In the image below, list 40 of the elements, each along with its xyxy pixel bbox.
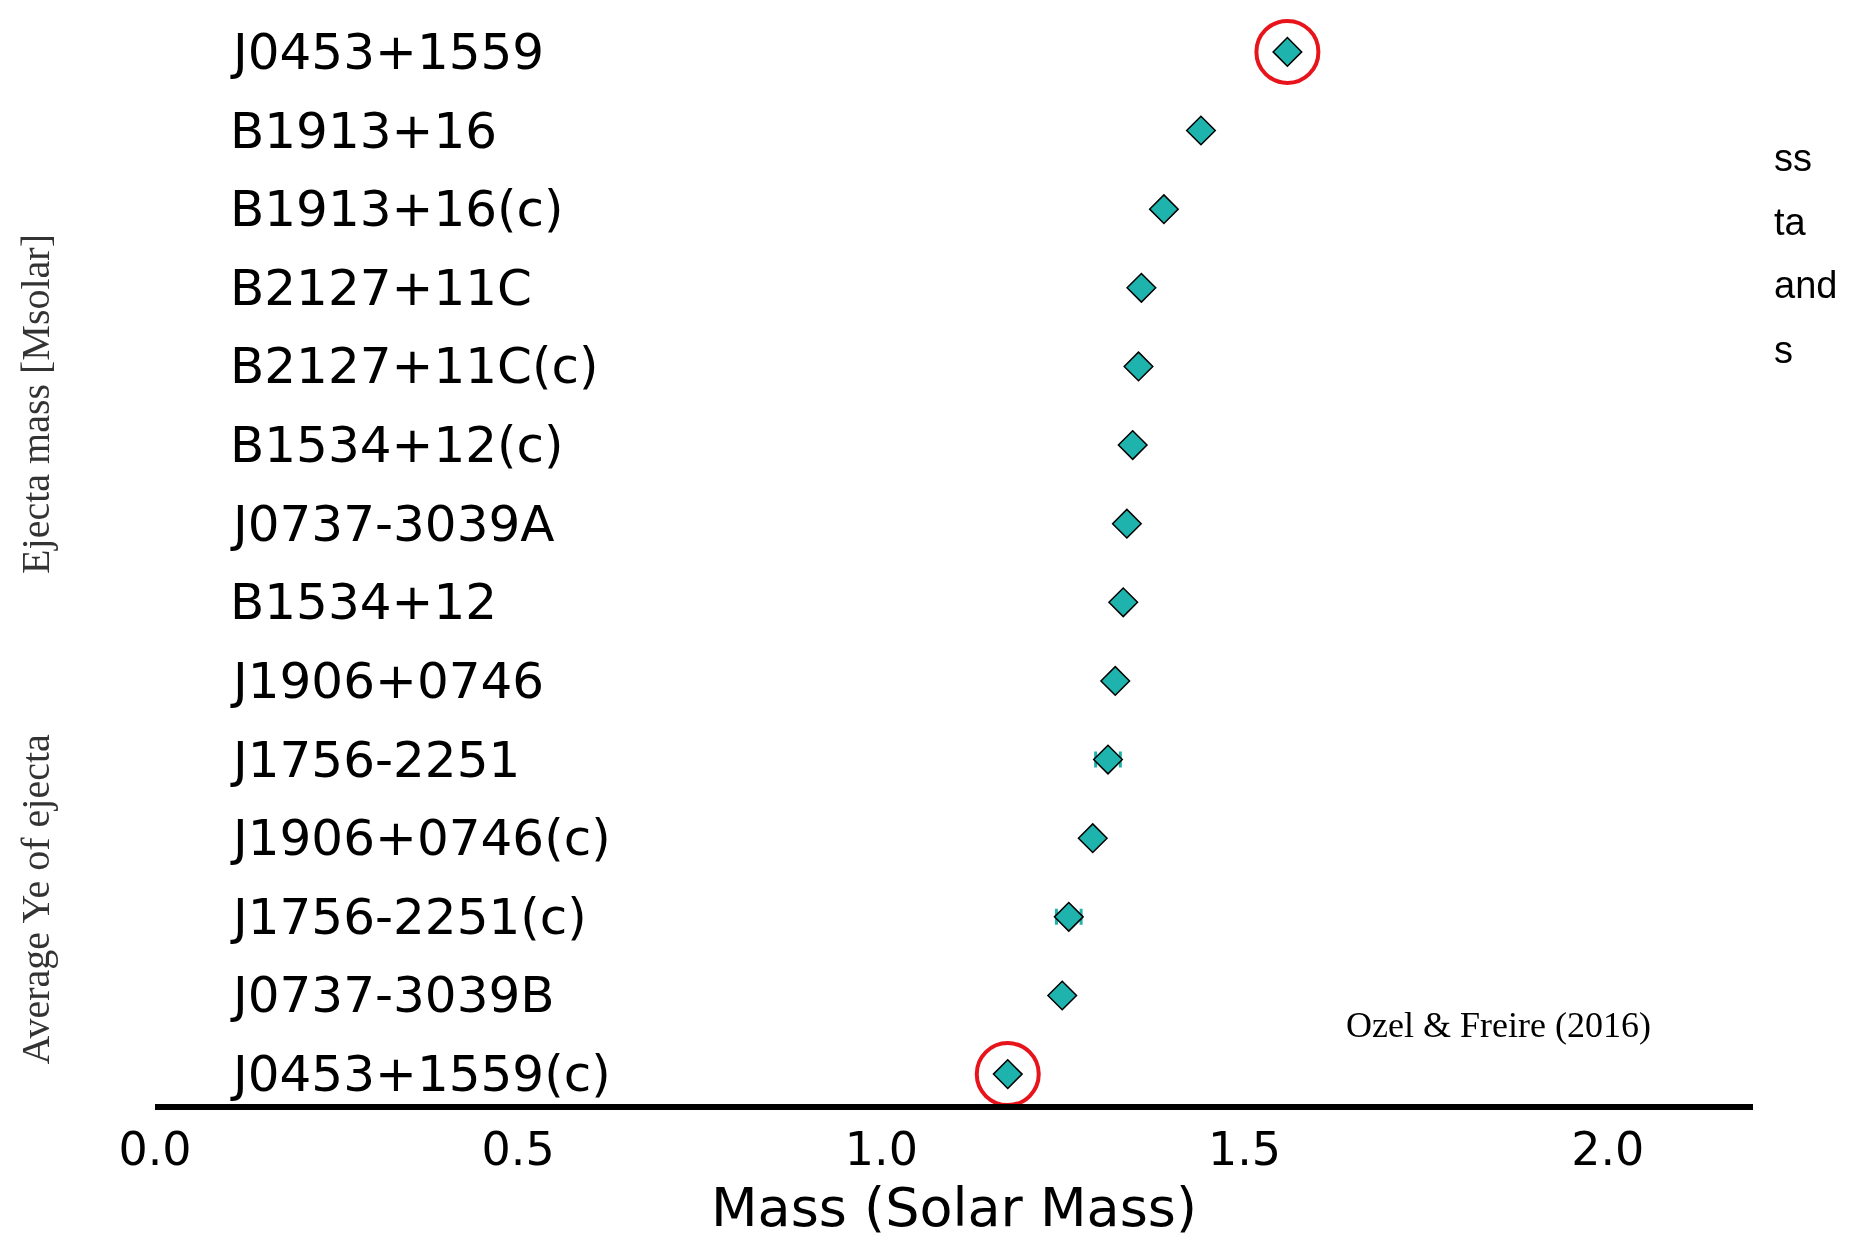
y-tick-label: J0737-3039B — [230, 966, 555, 1024]
point — [1117, 430, 1148, 461]
point — [1126, 272, 1157, 303]
y-tick-label: B2127+11C — [230, 259, 532, 317]
text: ta — [1774, 201, 1807, 243]
point — [1111, 508, 1142, 539]
x-tick-label: 0.0 — [118, 1122, 192, 1177]
y-tick-label: B1534+12(c) — [230, 416, 564, 474]
x-axis-title: Mass (Solar Mass) — [711, 1176, 1197, 1240]
point — [1254, 18, 1321, 85]
x-tick-label: 1.0 — [844, 1122, 918, 1177]
y-tick-label: J0737-3039A — [230, 495, 555, 553]
y-tick-label: J1756-2251 — [230, 731, 521, 789]
y-tick-label: J0453+1559 — [230, 23, 545, 81]
point — [1123, 351, 1154, 382]
y-tick-label: J0453+1559(c) — [230, 1045, 611, 1103]
y-tick-label: B1913+16 — [230, 102, 498, 160]
y-tick-label: B1534+12 — [230, 573, 498, 631]
x-tick-label: 1.5 — [1207, 1122, 1282, 1177]
point — [1092, 744, 1124, 775]
point — [1148, 194, 1179, 225]
text: s — [1774, 329, 1793, 371]
point — [1100, 665, 1131, 696]
text: ss — [1774, 137, 1812, 179]
text: Ejecta mass [Msolar] — [13, 234, 58, 574]
point — [1047, 980, 1078, 1011]
text: Average Ye of ejecta — [13, 733, 59, 1065]
point — [1077, 823, 1108, 854]
point — [1185, 115, 1217, 146]
point — [1108, 587, 1139, 618]
y-tick-label: B2127+11C(c) — [230, 337, 599, 395]
text: and — [1774, 264, 1838, 306]
y-tick-label: J1906+0746 — [230, 652, 545, 710]
annotation: Ozel & Freire (2016) — [1346, 1005, 1651, 1045]
y-tick-label: J1756-2251(c) — [230, 888, 587, 946]
x-tick-label: 0.5 — [481, 1122, 555, 1177]
point — [1053, 901, 1084, 932]
x-tick-label: 2.0 — [1571, 1122, 1645, 1177]
y-tick-label: B1913+16(c) — [230, 180, 564, 238]
y-tick-label: J1906+0746(c) — [230, 809, 611, 867]
